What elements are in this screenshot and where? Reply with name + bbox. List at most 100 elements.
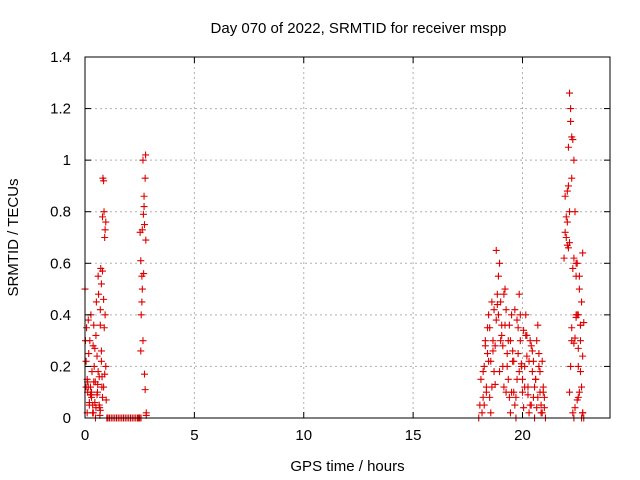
- data-point: [499, 342, 507, 350]
- data-point: [488, 298, 496, 306]
- data-point: [503, 362, 511, 370]
- grid: [85, 57, 610, 418]
- data-point: [101, 370, 109, 378]
- data-point: [84, 316, 92, 324]
- data-point: [566, 208, 574, 216]
- data-point: [95, 290, 103, 298]
- data-point: [503, 350, 511, 358]
- data-point: [493, 290, 501, 298]
- data-point: [563, 218, 571, 226]
- data-point: [92, 298, 100, 306]
- data-point: [517, 360, 525, 368]
- data-point: [93, 391, 101, 399]
- data-point: [509, 347, 517, 355]
- data-point: [515, 368, 523, 376]
- data-point: [496, 368, 504, 376]
- data-point: [540, 393, 548, 401]
- data-point: [95, 401, 103, 409]
- data-point: [484, 350, 491, 358]
- data-point: [141, 386, 149, 394]
- data-point: [521, 383, 529, 391]
- data-point: [87, 391, 95, 399]
- data-point: [508, 311, 516, 319]
- data-point: [137, 311, 145, 319]
- data-point: [487, 409, 495, 417]
- data-point: [520, 326, 528, 334]
- data-point: [563, 187, 571, 195]
- data-point: [505, 393, 513, 401]
- data-point: [526, 337, 534, 345]
- y-tick-label: 0.6: [50, 255, 71, 272]
- data-point: [572, 311, 580, 319]
- data-point: [91, 344, 99, 352]
- data-point: [525, 409, 533, 417]
- x-tick-label: 20: [514, 427, 531, 444]
- data-point: [102, 396, 110, 404]
- data-point: [528, 368, 536, 376]
- data-point: [486, 393, 494, 401]
- x-axis-label: GPS time / hours: [290, 458, 404, 475]
- data-point: [138, 285, 146, 293]
- data-point: [141, 370, 148, 378]
- data-point: [574, 393, 582, 401]
- data-point: [567, 117, 575, 125]
- data-point: [139, 156, 147, 164]
- data-point: [566, 239, 574, 247]
- data-point: [524, 391, 532, 399]
- data-point: [562, 213, 570, 221]
- data-point: [578, 383, 586, 391]
- data-point: [138, 226, 146, 234]
- data-point: [492, 246, 500, 254]
- data-point: [140, 270, 148, 278]
- data-point: [485, 311, 493, 319]
- data-point: [82, 357, 90, 365]
- data-point: [579, 409, 587, 417]
- data-point: [140, 192, 148, 200]
- data-point: [511, 401, 519, 409]
- y-tick-label: 0.4: [50, 307, 71, 324]
- x-tick-label: 5: [190, 427, 198, 444]
- data-point: [93, 352, 101, 360]
- data-point: [478, 409, 486, 417]
- data-point: [560, 254, 568, 262]
- data-point: [575, 285, 583, 293]
- y-tick-label: 1.4: [50, 49, 71, 66]
- data-point: [574, 344, 582, 352]
- data-point: [494, 311, 502, 319]
- data-point: [100, 177, 108, 185]
- data-point: [523, 352, 531, 360]
- data-point: [505, 321, 513, 329]
- data-point: [569, 409, 577, 417]
- data-point: [480, 362, 488, 370]
- data-point: [566, 89, 574, 97]
- chart-title: Day 070 of 2022, SRMTID for receiver msp…: [211, 20, 507, 37]
- data-point: [102, 362, 110, 370]
- data-point: [567, 105, 575, 113]
- data-point: [511, 306, 519, 314]
- data-point: [502, 388, 510, 396]
- data-point: [490, 306, 498, 314]
- data-point: [497, 337, 505, 345]
- data-point: [101, 311, 109, 319]
- data-point: [496, 259, 504, 267]
- data-point: [142, 151, 150, 159]
- data-point: [500, 290, 508, 298]
- data-point: [100, 295, 108, 303]
- data-point: [498, 321, 506, 329]
- data-point: [99, 213, 106, 221]
- data-point: [498, 331, 506, 339]
- data-point: [523, 331, 531, 339]
- x-tick-label: 15: [405, 427, 422, 444]
- y-tick-label: 1: [63, 152, 71, 169]
- x-tick-label: 10: [295, 427, 312, 444]
- data-point: [570, 156, 578, 164]
- data-point: [526, 401, 534, 409]
- data-point: [535, 362, 543, 370]
- x-tick-label: 0: [81, 427, 89, 444]
- data-point: [90, 378, 98, 386]
- data-point: [510, 357, 518, 365]
- data-point: [88, 368, 96, 376]
- data-point: [491, 342, 499, 350]
- data-point: [568, 174, 576, 182]
- data-point: [477, 375, 485, 383]
